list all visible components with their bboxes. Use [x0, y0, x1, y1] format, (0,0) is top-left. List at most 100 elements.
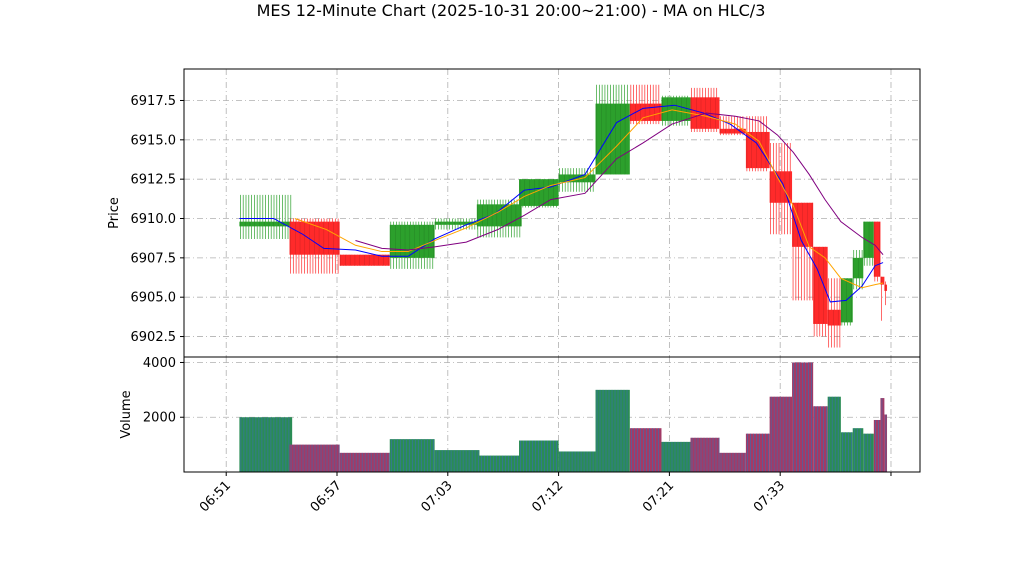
volume-bar-body — [852, 428, 864, 472]
candle-body — [434, 221, 480, 225]
candle — [827, 278, 841, 348]
xtick-label: 06:57 — [308, 478, 345, 515]
candle — [629, 84, 662, 125]
volume-bar — [339, 452, 390, 472]
volume-bar-body — [827, 396, 841, 472]
volume-bar — [476, 455, 522, 472]
volume-bar — [661, 441, 691, 472]
volume-ylabel: Volume — [119, 390, 134, 438]
ma-line — [355, 112, 884, 256]
candle — [840, 278, 853, 326]
candle-body — [880, 276, 885, 285]
price-ytick-label: 6905.0 — [131, 291, 177, 306]
volume-bar — [239, 417, 293, 472]
volume-bar — [519, 440, 559, 472]
candle-body — [289, 221, 340, 255]
candle-body — [661, 97, 691, 121]
candle-body — [884, 284, 888, 291]
volume-bar-body — [880, 398, 885, 472]
price-ytick-label: 6915.0 — [131, 133, 177, 148]
candle-body — [239, 221, 293, 227]
volume-bar — [558, 451, 596, 472]
volume-bar — [852, 428, 864, 472]
candle — [884, 281, 888, 306]
volume-bar — [827, 396, 841, 472]
candle-body — [792, 202, 814, 247]
volume-bar-body — [289, 444, 340, 472]
candle-body — [629, 103, 662, 121]
volume-bar-body — [863, 433, 874, 472]
ma-line — [294, 109, 884, 289]
volume-bars — [239, 362, 888, 472]
volume-bar — [863, 433, 874, 472]
candle-body — [827, 309, 841, 326]
candle — [873, 221, 881, 282]
candle-body — [339, 254, 390, 266]
candle-body — [745, 131, 770, 169]
candle-body — [595, 103, 630, 175]
volume-bar-body — [661, 441, 691, 472]
volume-bar — [792, 362, 814, 472]
candle — [389, 221, 435, 269]
volume-bar-body — [558, 451, 596, 472]
candle-body — [476, 204, 522, 227]
volume-bar — [719, 452, 746, 472]
candle — [434, 218, 480, 230]
volume-bar — [769, 396, 793, 472]
candle — [792, 202, 814, 301]
candle — [745, 116, 770, 172]
price-bars — [239, 84, 888, 348]
volume-bar-body — [239, 417, 293, 472]
candle-body — [863, 221, 874, 258]
candle-body — [852, 257, 864, 279]
candle — [519, 179, 559, 208]
volume-bar — [873, 419, 881, 472]
volume-bar-body — [745, 433, 770, 472]
candle — [769, 142, 793, 235]
volume-bar — [629, 428, 662, 472]
volume-bar — [389, 439, 435, 472]
candle — [813, 246, 828, 337]
volume-bar — [880, 398, 885, 472]
candle — [690, 87, 720, 132]
price-ytick-label: 6910.0 — [131, 212, 177, 227]
x-axis: 06:51 06:57 07:03 07:12 07:21 07:33 — [197, 472, 892, 515]
xtick-label: 07:03 — [419, 478, 456, 515]
candle-body — [719, 128, 746, 134]
volume-frame — [183, 356, 921, 473]
volume-bar-body — [629, 428, 662, 472]
ma-line — [239, 104, 884, 303]
volume-bar-body — [840, 432, 853, 472]
volume-bar-body — [873, 419, 881, 472]
volume-bar — [884, 414, 888, 472]
volume-bar — [690, 437, 720, 472]
xtick-label: 07:33 — [751, 478, 788, 515]
volume-ytick-label: 2000 — [143, 411, 176, 426]
candle-body — [813, 246, 828, 324]
volume-bar-body — [595, 389, 630, 472]
xtick-label: 06:51 — [197, 478, 234, 515]
candle — [339, 254, 390, 266]
volume-bar-body — [690, 437, 720, 472]
volume-bar — [840, 432, 853, 472]
chart-title: MES 12-Minute Chart (2025-10-31 20:00~21… — [257, 1, 766, 20]
xtick-label: 07:12 — [529, 478, 566, 515]
volume-bar — [745, 433, 770, 472]
candle-body — [873, 221, 881, 277]
volume-bar — [813, 406, 828, 472]
volume-bar-body — [769, 396, 793, 472]
volume-bar — [595, 389, 630, 472]
candle-body — [558, 174, 596, 183]
candle-body — [519, 179, 559, 206]
price-ytick-label: 6907.5 — [131, 251, 177, 266]
volume-bar — [289, 444, 340, 472]
xtick-label: 07:21 — [640, 478, 677, 515]
price-ytick-label: 6912.5 — [131, 173, 177, 188]
volume-bar — [434, 450, 480, 472]
candle — [239, 194, 293, 239]
price-panel: 6902.5 6905.0 6907.5 6910.0 6912.5 6915.0 6917… — [107, 68, 921, 358]
volume-ytick-label: 4000 — [143, 356, 176, 371]
candle — [852, 249, 864, 290]
price-ytick-label: 6902.5 — [131, 330, 177, 345]
